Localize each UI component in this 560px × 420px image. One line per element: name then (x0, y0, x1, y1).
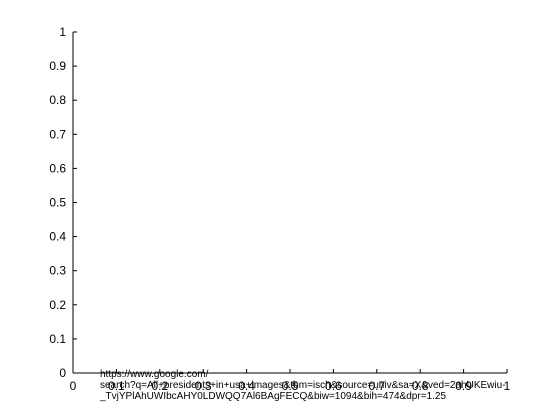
url-line-3: _TvjYPlAhUWIbcAHY0LDWQQ7Al6BAgFECQ&biw=1… (100, 391, 447, 402)
x-tick-label: 0.9 (455, 379, 472, 393)
y-tick-label: 0.4 (49, 230, 66, 244)
x-tick-label: 0.6 (325, 379, 342, 393)
x-tick-label: 0.4 (238, 379, 255, 393)
y-tick-label: 0.8 (49, 93, 66, 107)
url-line-1: https://www.google.com/ (100, 369, 209, 380)
x-tick-label: 0.5 (282, 379, 299, 393)
y-tick-label: 0.9 (49, 59, 66, 73)
y-tick-label: 0.3 (49, 264, 66, 278)
y-tick-label: 0.2 (49, 298, 66, 312)
y-axis-ticks: 0 0.1 0.2 0.3 0.4 0.5 0.6 0.7 0.8 0.9 1 (49, 25, 77, 380)
x-tick-label: 1 (504, 379, 511, 393)
y-tick-label: 0.5 (49, 196, 66, 210)
x-tick-label: 0.2 (151, 379, 168, 393)
url-line-2: search?q=All+presidents+in+usa+images&tb… (100, 380, 506, 391)
x-tick-label: 0.7 (368, 379, 385, 393)
y-tick-label: 0.6 (49, 161, 66, 175)
y-tick-label: 1 (59, 25, 66, 39)
y-tick-label: 0.7 (49, 127, 66, 141)
x-axis-ticks: 0 0.1 0.2 0.3 0.4 0.5 0.6 0.7 0.8 0.9 1 (70, 369, 511, 393)
y-tick-label: 0 (59, 366, 66, 380)
x-tick-label: 0 (70, 379, 77, 393)
x-tick-label: 0.1 (108, 379, 125, 393)
y-tick-label: 0.1 (49, 332, 66, 346)
x-tick-label: 0.8 (412, 379, 429, 393)
url-overlay-text: https://www.google.com/ search?q=All+pre… (100, 369, 555, 402)
x-tick-label: 0.3 (195, 379, 212, 393)
